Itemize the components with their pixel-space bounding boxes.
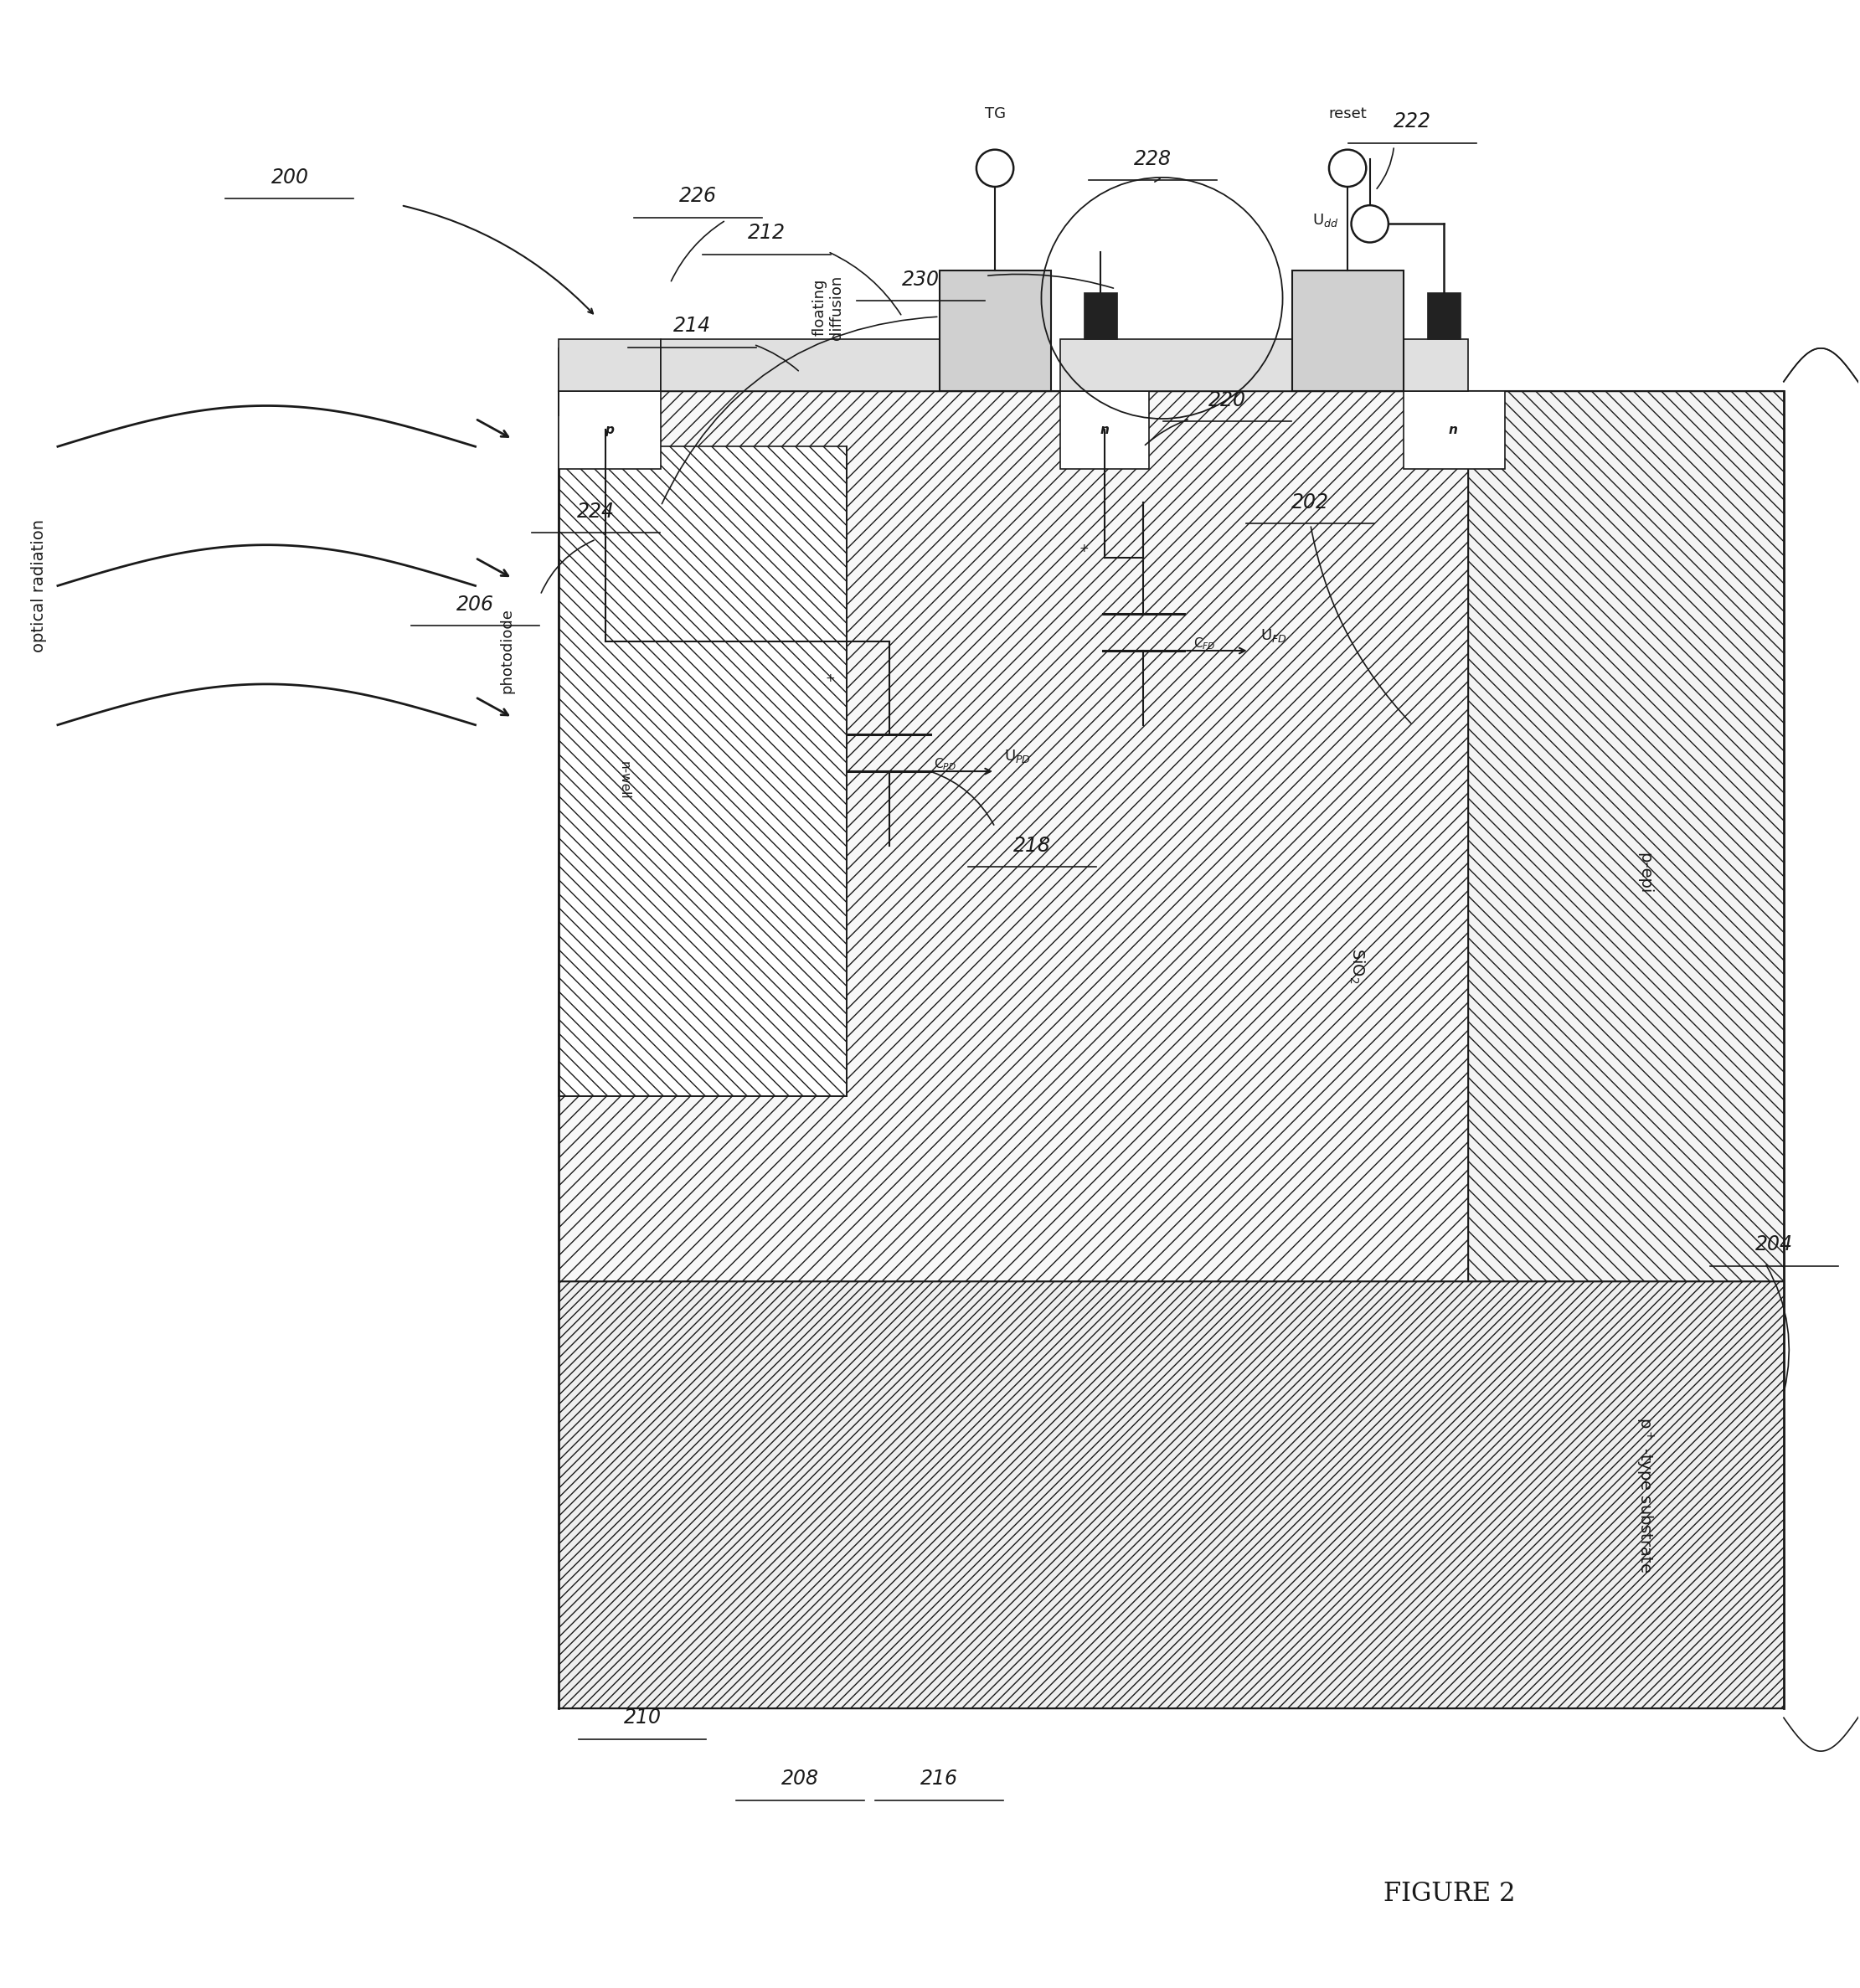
Bar: [1468, 392, 1784, 1282]
Text: U$_{dd}$: U$_{dd}$: [1311, 213, 1339, 229]
Text: floating
diffusion: floating diffusion: [811, 274, 844, 340]
Bar: [660, 338, 939, 392]
Text: SiO$_2$: SiO$_2$: [1347, 948, 1367, 984]
Text: 218: 218: [1014, 835, 1051, 855]
Text: 202: 202: [1291, 493, 1330, 513]
Text: optical radiation: optical radiation: [32, 519, 46, 652]
Text: 210: 210: [623, 1708, 660, 1728]
Text: +: +: [826, 672, 835, 684]
Text: p-epi: p-epi: [1637, 853, 1652, 895]
Text: reset: reset: [1328, 107, 1367, 121]
Text: 226: 226: [679, 187, 716, 207]
Bar: [558, 392, 1468, 1282]
Bar: [1060, 392, 1149, 469]
Bar: [939, 270, 1051, 392]
Text: 220: 220: [1209, 390, 1246, 410]
Bar: [1084, 292, 1118, 338]
Text: n-well: n-well: [618, 761, 631, 799]
Circle shape: [1350, 205, 1388, 243]
Bar: [558, 338, 660, 392]
Text: 216: 216: [921, 1769, 958, 1789]
Text: 230: 230: [902, 270, 939, 290]
Text: 200: 200: [272, 167, 309, 187]
Text: 222: 222: [1393, 111, 1432, 131]
Circle shape: [1330, 149, 1365, 187]
Circle shape: [976, 149, 1014, 187]
Bar: [558, 447, 846, 1095]
Text: 224: 224: [577, 501, 616, 521]
Text: 206: 206: [456, 594, 495, 614]
Bar: [1402, 392, 1505, 469]
Text: n: n: [1099, 423, 1109, 435]
Text: TG: TG: [984, 107, 1006, 121]
Bar: [1060, 338, 1468, 392]
Text: 208: 208: [781, 1769, 818, 1789]
Text: C$_{PD}$: C$_{PD}$: [934, 757, 956, 771]
Text: p$^+$ -type substrate: p$^+$ -type substrate: [1633, 1417, 1655, 1573]
Text: FIGURE 2: FIGURE 2: [1384, 1881, 1516, 1906]
Text: C$_{FD}$: C$_{FD}$: [1194, 636, 1216, 652]
Bar: [1293, 270, 1402, 392]
Bar: [1427, 292, 1460, 338]
Text: 214: 214: [673, 316, 711, 336]
Text: n: n: [1449, 423, 1458, 435]
Text: 228: 228: [1135, 149, 1172, 169]
Bar: [558, 1282, 1784, 1708]
Bar: [558, 392, 660, 469]
Text: U$_{PD}$: U$_{PD}$: [1004, 747, 1030, 765]
Text: U$_{FD}$: U$_{FD}$: [1261, 628, 1287, 644]
Text: +: +: [1079, 543, 1088, 555]
Text: p: p: [604, 423, 614, 435]
Text: photodiode: photodiode: [498, 608, 515, 694]
Text: 212: 212: [748, 223, 785, 243]
Text: 204: 204: [1756, 1235, 1793, 1254]
